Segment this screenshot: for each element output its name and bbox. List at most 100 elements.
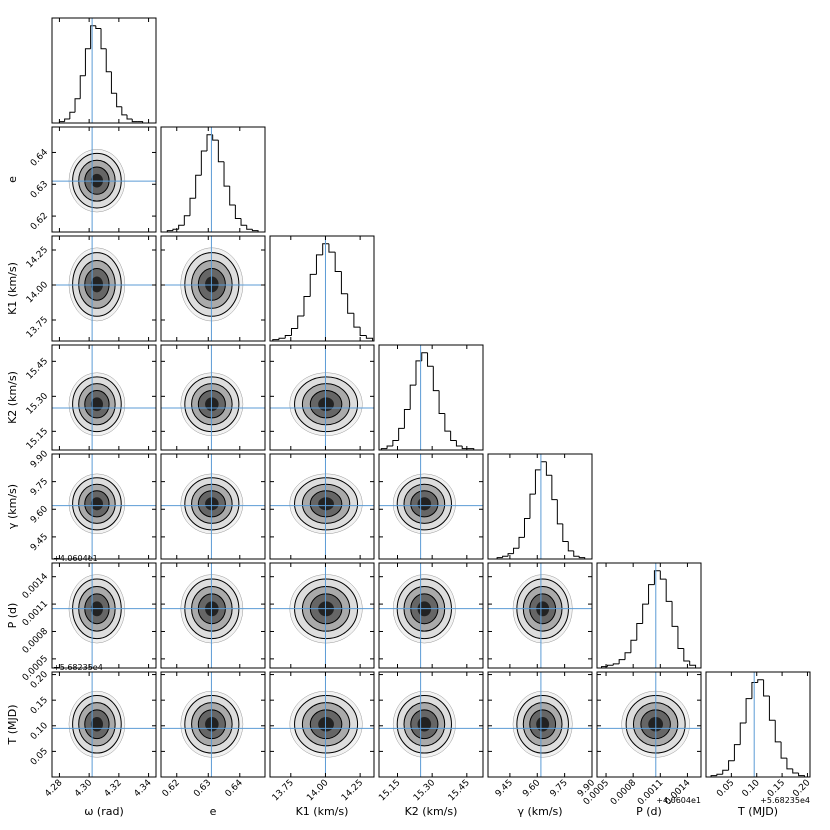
density-contour xyxy=(536,717,550,732)
panel-frame xyxy=(160,453,266,560)
panel xyxy=(269,453,375,560)
panel-frame xyxy=(51,453,157,560)
panel xyxy=(160,453,266,560)
x-tick-label: 4.34 xyxy=(132,778,153,799)
panel-frame xyxy=(487,562,593,669)
panel-frame xyxy=(269,671,375,778)
histogram-step xyxy=(359,327,367,336)
x-axis-label: T (MJD) xyxy=(737,805,778,818)
histogram-step xyxy=(64,118,70,122)
x-tick-label: 9.60 xyxy=(521,778,542,799)
panel-frame xyxy=(378,671,484,778)
histogram-step xyxy=(131,118,138,123)
histogram-step xyxy=(297,315,304,329)
y-tick-label: 9.60 xyxy=(29,504,50,525)
x-tick-label: 4.32 xyxy=(103,778,124,799)
panel-frame xyxy=(51,17,157,124)
histogram-step xyxy=(432,366,440,392)
histogram-step xyxy=(309,273,317,297)
histogram-step xyxy=(461,445,468,450)
panel xyxy=(51,235,157,342)
histogram-step xyxy=(513,547,520,554)
y-tick-label: 15.15 xyxy=(25,426,50,451)
histogram-step xyxy=(322,243,329,255)
panel xyxy=(378,562,484,669)
panel-frame xyxy=(160,671,266,778)
histogram-step xyxy=(677,626,684,650)
histogram-step xyxy=(409,384,416,410)
histogram-step xyxy=(529,493,536,519)
panel-frame xyxy=(269,235,375,342)
x-tick-label: 4.30 xyxy=(73,778,94,799)
histogram-step xyxy=(523,517,530,538)
x-tick-label: 15.15 xyxy=(377,778,402,803)
x-tick-label: 14.00 xyxy=(305,778,330,803)
density-contour xyxy=(417,717,432,732)
y-tick-label: 0.63 xyxy=(29,179,50,200)
y-axis-label: e xyxy=(6,176,19,183)
histogram-step xyxy=(757,679,764,683)
y-tick-label: 0.15 xyxy=(29,695,50,716)
panel-frame xyxy=(487,671,593,778)
panel xyxy=(378,344,484,451)
histogram-step xyxy=(774,720,782,743)
histogram-step xyxy=(246,225,253,230)
histogram-step xyxy=(110,71,117,94)
histogram-step xyxy=(195,174,202,199)
x-axis-label: P (d) xyxy=(636,805,662,818)
y-tick-label: 0.0014 xyxy=(21,572,51,602)
histogram-step xyxy=(722,769,729,775)
histogram-step xyxy=(556,499,563,525)
histogram-step xyxy=(562,523,569,542)
histogram-step xyxy=(206,134,213,151)
histogram-step xyxy=(240,218,247,226)
panel-frame xyxy=(269,453,375,560)
x-axis-label: K1 (km/s) xyxy=(296,805,349,818)
histogram-step xyxy=(612,663,620,666)
offset-label: +4.0604e1 xyxy=(656,796,701,805)
panel-frame xyxy=(160,344,266,451)
histogram-step xyxy=(438,390,445,415)
histogram-step xyxy=(751,681,758,699)
histogram-step xyxy=(126,114,133,120)
histogram-step xyxy=(303,296,311,316)
x-tick-label: 4.28 xyxy=(43,778,64,799)
histogram-step xyxy=(353,313,361,328)
panel-frame xyxy=(269,562,375,669)
histogram-step xyxy=(178,224,185,230)
histogram-step xyxy=(540,461,547,470)
histogram-step xyxy=(90,25,96,49)
panel xyxy=(51,344,157,451)
panel xyxy=(269,344,375,451)
histogram-step xyxy=(223,161,230,187)
panel xyxy=(51,126,157,233)
panel-frame xyxy=(378,453,484,560)
panel-frame xyxy=(160,562,266,669)
histogram-step xyxy=(551,475,558,501)
x-axis-label: K2 (km/s) xyxy=(405,805,458,818)
panel xyxy=(160,235,266,342)
histogram-step xyxy=(653,570,661,585)
histogram-step xyxy=(217,140,225,163)
density-contour xyxy=(417,497,432,511)
density-contour xyxy=(318,717,334,732)
panel-frame xyxy=(378,344,484,451)
histogram-step xyxy=(578,556,586,559)
histogram-step xyxy=(172,228,179,231)
panel xyxy=(596,671,702,778)
histogram-step xyxy=(315,254,323,275)
y-axis-label: P (d) xyxy=(6,603,19,629)
panel-frame xyxy=(705,671,811,778)
panel-frame xyxy=(51,235,157,342)
panel-frame xyxy=(160,126,266,233)
panel xyxy=(160,671,266,778)
density-contour xyxy=(90,397,103,412)
histogram-step xyxy=(636,623,643,641)
x-axis-label: ω (rad) xyxy=(84,805,124,818)
histogram-step xyxy=(573,550,580,557)
histogram-step xyxy=(421,352,428,361)
y-tick-label: 0.05 xyxy=(29,746,50,767)
panel xyxy=(51,671,157,778)
histogram-step xyxy=(200,150,208,176)
histogram-step xyxy=(728,760,735,771)
